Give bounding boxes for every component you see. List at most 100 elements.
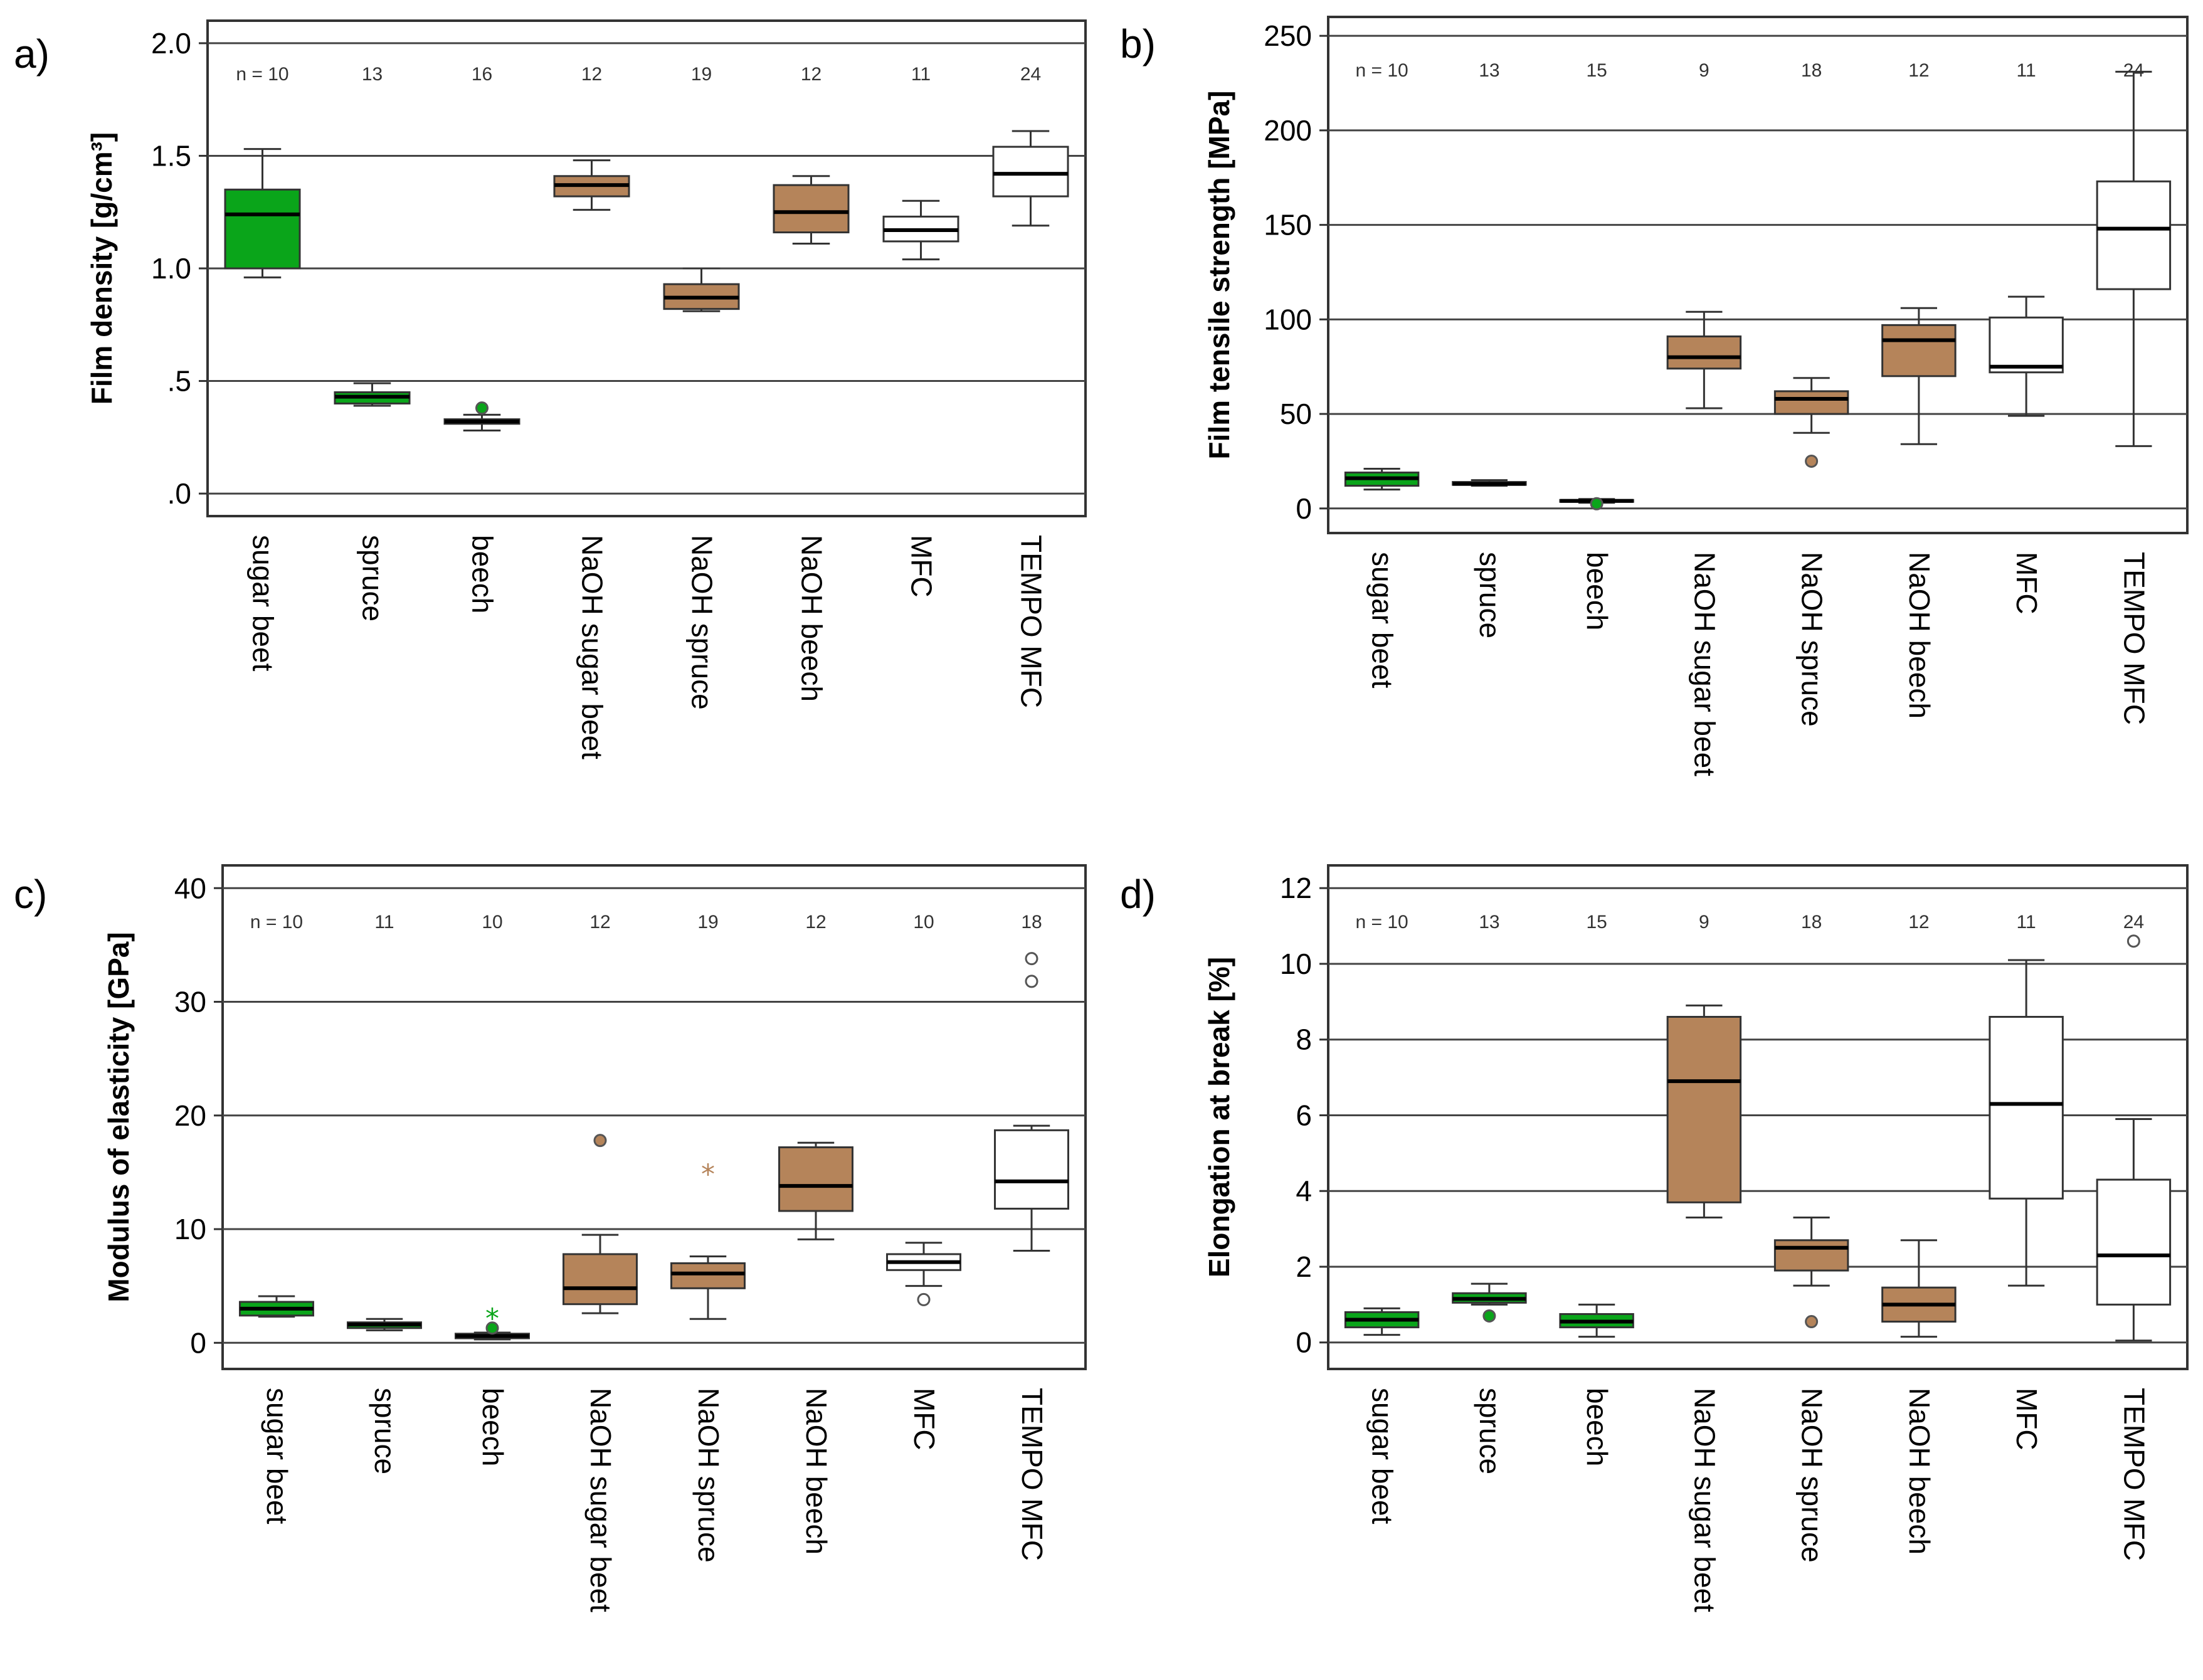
n-label: 18 (1801, 60, 1822, 81)
category-label: NaOH beech (800, 1388, 833, 1555)
n-label: 13 (1479, 912, 1499, 932)
panel-2: c) 0 10 20 30 40 Modulus of elasticity [GPa] n … (14, 864, 1087, 1612)
y-tick-label: 6 (1296, 1099, 1312, 1131)
category-label: beech (1581, 1388, 1614, 1466)
box-0: n = 10 sugar beet (1344, 60, 1420, 689)
category-label: beech (1581, 552, 1614, 630)
category-label: beech (477, 1388, 509, 1466)
y-tick-label: 1.0 (151, 252, 191, 285)
category-label: spruce (369, 1388, 401, 1474)
y-axis-label: Film density [g/cm³] (85, 132, 118, 404)
box-5: 12 NaOH beech (1881, 60, 1957, 719)
y-tick-label: 50 (1280, 398, 1312, 430)
box-7: 24 TEMPO MFC (992, 64, 1069, 708)
box-3: 12 NaOH sugar beet (553, 64, 630, 759)
n-label: 15 (1586, 60, 1607, 81)
y-axis-label: Elongation at break [%] (1203, 957, 1235, 1277)
plot-frame (221, 864, 1087, 1370)
box-6: 11 MFC (1989, 912, 2064, 1450)
box-3: 12 NaOH sugar beet (563, 912, 638, 1612)
box-1: 11 spruce (347, 912, 422, 1474)
box-2: 16 beech (443, 64, 520, 613)
y-tick-label: 4 (1296, 1175, 1312, 1207)
y-tick-label: 20 (174, 1099, 206, 1132)
box-0: n = 10 sugar beet (224, 64, 301, 672)
category-label: NaOH beech (1903, 552, 1936, 719)
box-7: 18 TEMPO MFC (994, 912, 1069, 1561)
n-label: 11 (2017, 60, 2036, 81)
n-label: 24 (1020, 64, 1041, 85)
category-label: NaOH spruce (1796, 1388, 1829, 1563)
iqr-box (1881, 324, 1957, 378)
category-label: MFC (908, 1388, 941, 1450)
box-2: * 10 beech (455, 912, 530, 1466)
box-6: 11 MFC (1989, 60, 2064, 615)
category-label: TEMPO MFC (1015, 535, 1048, 708)
n-label: 11 (374, 912, 394, 932)
y-tick-label: 200 (1264, 114, 1312, 147)
n-label: 10 (913, 912, 934, 932)
outlier-marker (1482, 1309, 1496, 1323)
category-label: NaOH spruce (686, 535, 719, 710)
n-label: 19 (691, 64, 712, 85)
n-label: 16 (472, 64, 492, 85)
box-4: 18 NaOH spruce (1773, 912, 1849, 1563)
n-label: 12 (581, 64, 602, 85)
iqr-box (1773, 390, 1849, 415)
panel-letter: d) (1120, 872, 1156, 917)
iqr-box (1989, 1016, 2064, 1200)
n-label: 15 (1586, 912, 1607, 932)
y-tick-label: 40 (174, 872, 206, 904)
box-3: 9 NaOH sugar beet (1666, 912, 1742, 1612)
outlier-marker (1025, 975, 1038, 988)
iqr-box (563, 1253, 638, 1306)
y-tick-label: 250 (1264, 19, 1312, 52)
category-label: NaOH spruce (1796, 552, 1829, 727)
n-label: 9 (1699, 60, 1709, 81)
n-label: 12 (805, 912, 826, 932)
outlier-marker (1805, 454, 1819, 468)
y-tick-label: 10 (174, 1213, 206, 1245)
panel-0: a) .0 .5 1.0 1.5 2.0 Film density [g/cm³] n = 1… (14, 19, 1087, 759)
iqr-box (773, 184, 850, 234)
y-tick-label: 12 (1280, 872, 1312, 904)
y-tick-label: .0 (167, 477, 191, 510)
category-label: MFC (906, 535, 938, 598)
box-1: 13 spruce (1452, 912, 1527, 1474)
iqr-box (1666, 1016, 1742, 1203)
box-5: 12 NaOH beech (778, 912, 853, 1555)
outlier-marker (593, 1134, 607, 1148)
category-label: TEMPO MFC (1016, 1388, 1049, 1561)
n-label: 19 (697, 912, 718, 932)
box-0: n = 10 sugar beet (1344, 912, 1420, 1524)
y-tick-label: 0 (1296, 1326, 1312, 1359)
category-label: MFC (2010, 1388, 2043, 1450)
n-label: 12 (1908, 912, 1929, 932)
n-label: 24 (2123, 60, 2144, 81)
category-label: MFC (2010, 552, 2043, 615)
n-label: n = 10 (250, 912, 303, 932)
extreme-marker: * (701, 1158, 715, 1190)
iqr-box (224, 188, 301, 270)
box-3: 9 NaOH sugar beet (1666, 60, 1742, 776)
box-4: 18 NaOH spruce (1773, 60, 1849, 727)
box-4: * 19 NaOH spruce (670, 912, 746, 1563)
iqr-box (2096, 180, 2172, 290)
category-label: NaOH beech (1903, 1388, 1936, 1555)
box-7: 24 TEMPO MFC (2096, 912, 2172, 1561)
extreme-marker: * (485, 1303, 499, 1335)
n-label: 18 (1021, 912, 1042, 932)
category-label: sugar beet (247, 535, 280, 672)
n-label: 18 (1801, 912, 1822, 932)
category-label: NaOH beech (796, 535, 828, 702)
y-tick-label: 100 (1264, 303, 1312, 335)
panel-letter: c) (14, 872, 47, 917)
n-label: 13 (362, 64, 383, 85)
n-label: 12 (589, 912, 610, 932)
category-label: sugar beet (1366, 552, 1399, 689)
box-1: 13 spruce (1452, 60, 1527, 638)
iqr-box (778, 1146, 853, 1212)
y-axis-label: Film tensile strength [MPa] (1203, 91, 1235, 460)
n-label: n = 10 (1356, 912, 1408, 932)
